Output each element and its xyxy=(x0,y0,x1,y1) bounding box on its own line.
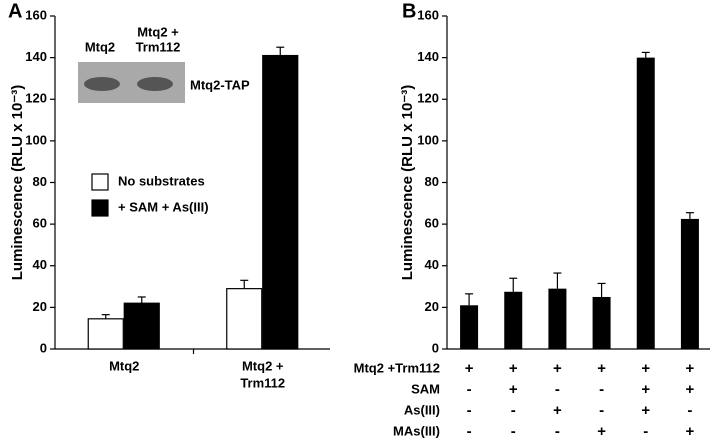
condition-sign: - xyxy=(555,423,560,440)
condition-sign: - xyxy=(643,423,648,440)
y-tick-label: 80 xyxy=(33,174,47,189)
condition-sign: - xyxy=(467,402,472,419)
x-tick-label: Trm112 xyxy=(240,375,285,390)
condition-sign: + xyxy=(509,381,518,398)
y-tick-label: 20 xyxy=(33,299,47,314)
y-tick-label: 20 xyxy=(425,299,439,314)
condition-sign: + xyxy=(641,402,650,419)
y-tick-label: 60 xyxy=(425,216,439,231)
y-tick-label: 160 xyxy=(25,7,47,22)
condition-label: MAs(III) xyxy=(393,423,440,438)
y-tick-label: 120 xyxy=(25,91,47,106)
condition-sign: + xyxy=(553,360,562,377)
condition-sign: - xyxy=(467,381,472,398)
y-axis-label: Luminescence (RLU x 10⁻³) xyxy=(9,85,26,280)
y-tick-label: 120 xyxy=(417,91,439,106)
inset-lane-label: Mtq2 + xyxy=(137,24,179,39)
y-tick-label: 100 xyxy=(417,132,439,147)
condition-sign: + xyxy=(465,360,474,377)
condition-label: Mtq2 +Trm112 xyxy=(354,360,440,375)
bar xyxy=(460,305,479,349)
bar xyxy=(504,291,523,349)
legend-swatch xyxy=(91,199,109,217)
condition-sign: - xyxy=(599,381,604,398)
y-tick-label: 140 xyxy=(25,49,47,64)
legend-label: No substrates xyxy=(118,173,205,188)
blot-band xyxy=(84,77,120,91)
condition-label: As(III) xyxy=(404,402,440,417)
condition-sign: + xyxy=(597,423,606,440)
condition-sign: + xyxy=(686,360,695,377)
blot-band xyxy=(137,77,173,91)
y-tick-label: 60 xyxy=(33,216,47,231)
inset-lane-label: Trm112 xyxy=(136,39,181,54)
y-tick-label: 0 xyxy=(40,340,47,355)
condition-sign: + xyxy=(686,381,695,398)
x-tick-label: Mtq2 + xyxy=(242,358,284,373)
condition-sign: - xyxy=(555,381,560,398)
bar xyxy=(592,296,611,349)
panel-label: B xyxy=(402,0,416,22)
y-tick-label: 100 xyxy=(25,132,47,147)
y-tick-label: 140 xyxy=(417,49,439,64)
condition-sign: - xyxy=(599,402,604,419)
inset-band-label: Mtq2-TAP xyxy=(190,77,250,92)
y-tick-label: 40 xyxy=(425,257,439,272)
y-axis-label: Luminescence (RLU x 10⁻³) xyxy=(399,85,416,280)
bar xyxy=(87,318,124,350)
condition-sign: - xyxy=(511,402,516,419)
y-tick-label: 40 xyxy=(33,257,47,272)
bar xyxy=(123,302,160,350)
bar xyxy=(226,288,263,350)
inset-lane-label: Mtq2 xyxy=(85,39,115,54)
y-tick-label: 0 xyxy=(432,340,439,355)
y-tick-label: 80 xyxy=(425,174,439,189)
bar xyxy=(262,54,299,350)
condition-sign: + xyxy=(509,360,518,377)
condition-sign: + xyxy=(641,381,650,398)
bar xyxy=(680,218,699,349)
x-tick-label: Mtq2 xyxy=(109,358,139,373)
condition-sign: + xyxy=(641,360,650,377)
legend-swatch xyxy=(91,173,109,191)
condition-sign: + xyxy=(553,402,562,419)
bar xyxy=(636,57,655,349)
condition-sign: - xyxy=(467,423,472,440)
y-tick-label: 160 xyxy=(417,7,439,22)
panel-label: A xyxy=(8,0,22,22)
condition-sign: + xyxy=(597,360,606,377)
condition-sign: - xyxy=(687,402,692,419)
condition-sign: - xyxy=(511,423,516,440)
legend-label: + SAM + As(III) xyxy=(118,199,209,214)
condition-sign: + xyxy=(686,423,695,440)
bar xyxy=(548,288,567,349)
condition-label: SAM xyxy=(411,381,440,396)
